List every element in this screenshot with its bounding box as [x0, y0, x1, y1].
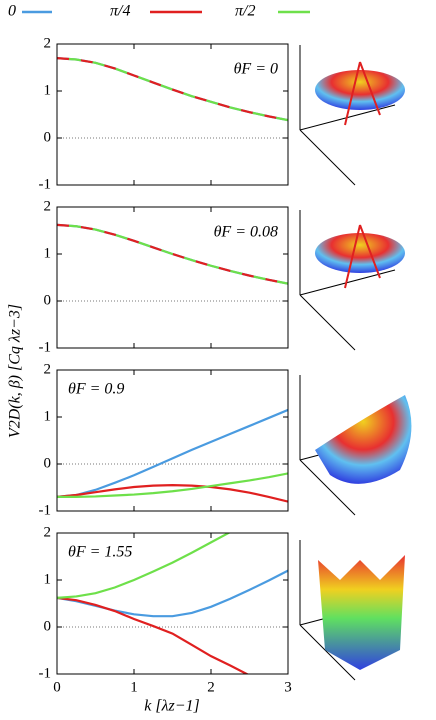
- series-line: [57, 484, 288, 503]
- plot-frame: [56, 532, 289, 675]
- legend-label: π/4: [110, 3, 130, 20]
- x-tick-label: 2: [207, 679, 215, 695]
- y-tick-label: 0: [44, 129, 52, 145]
- series-line: [57, 596, 250, 674]
- y-tick-label: 2: [44, 198, 52, 214]
- plot-frame: [56, 206, 289, 349]
- y-tick-label: 0: [44, 455, 52, 471]
- plot-frame: [56, 43, 289, 186]
- y-tick-label: -1: [39, 176, 52, 192]
- y-tick-label: 1: [44, 571, 52, 587]
- series-line: [57, 472, 288, 498]
- y-tick-label: 1: [44, 245, 52, 261]
- x-tick-label: 3: [284, 679, 292, 695]
- x-tick-label: 1: [130, 679, 138, 695]
- series-line: [57, 57, 288, 122]
- y-tick-label: -1: [39, 502, 52, 518]
- annotation: θF = 0.9: [68, 381, 124, 398]
- y-tick-label: 1: [44, 82, 52, 98]
- series-line: [57, 223, 288, 285]
- x-axis-label: k [λz−1]: [144, 698, 200, 715]
- legend-label: π/2: [235, 3, 255, 20]
- y-tick-label: 2: [44, 35, 52, 51]
- series-line: [57, 57, 288, 122]
- annotation: θF = 1.55: [68, 544, 132, 561]
- y-tick-label: 1: [44, 408, 52, 424]
- series-line: [57, 223, 288, 285]
- annotation: θF = 0.08: [214, 224, 278, 241]
- y-tick-label: -1: [39, 339, 52, 355]
- y-tick-label: 2: [44, 361, 52, 377]
- series-line: [57, 533, 231, 599]
- y-axis-label: V2D(k, β) [Cq λz−3]: [7, 304, 24, 438]
- y-tick-label: 0: [44, 618, 52, 634]
- y-tick-label: -1: [39, 665, 52, 681]
- y-tick-label: 0: [44, 292, 52, 308]
- series-line: [57, 408, 288, 498]
- x-tick-label: 0: [53, 679, 61, 695]
- surface-icons: [299, 45, 412, 681]
- legend-label: 0: [8, 3, 16, 20]
- plot-frame: [56, 369, 289, 512]
- y-tick-label: 2: [44, 524, 52, 540]
- annotation: θF = 0: [234, 61, 278, 78]
